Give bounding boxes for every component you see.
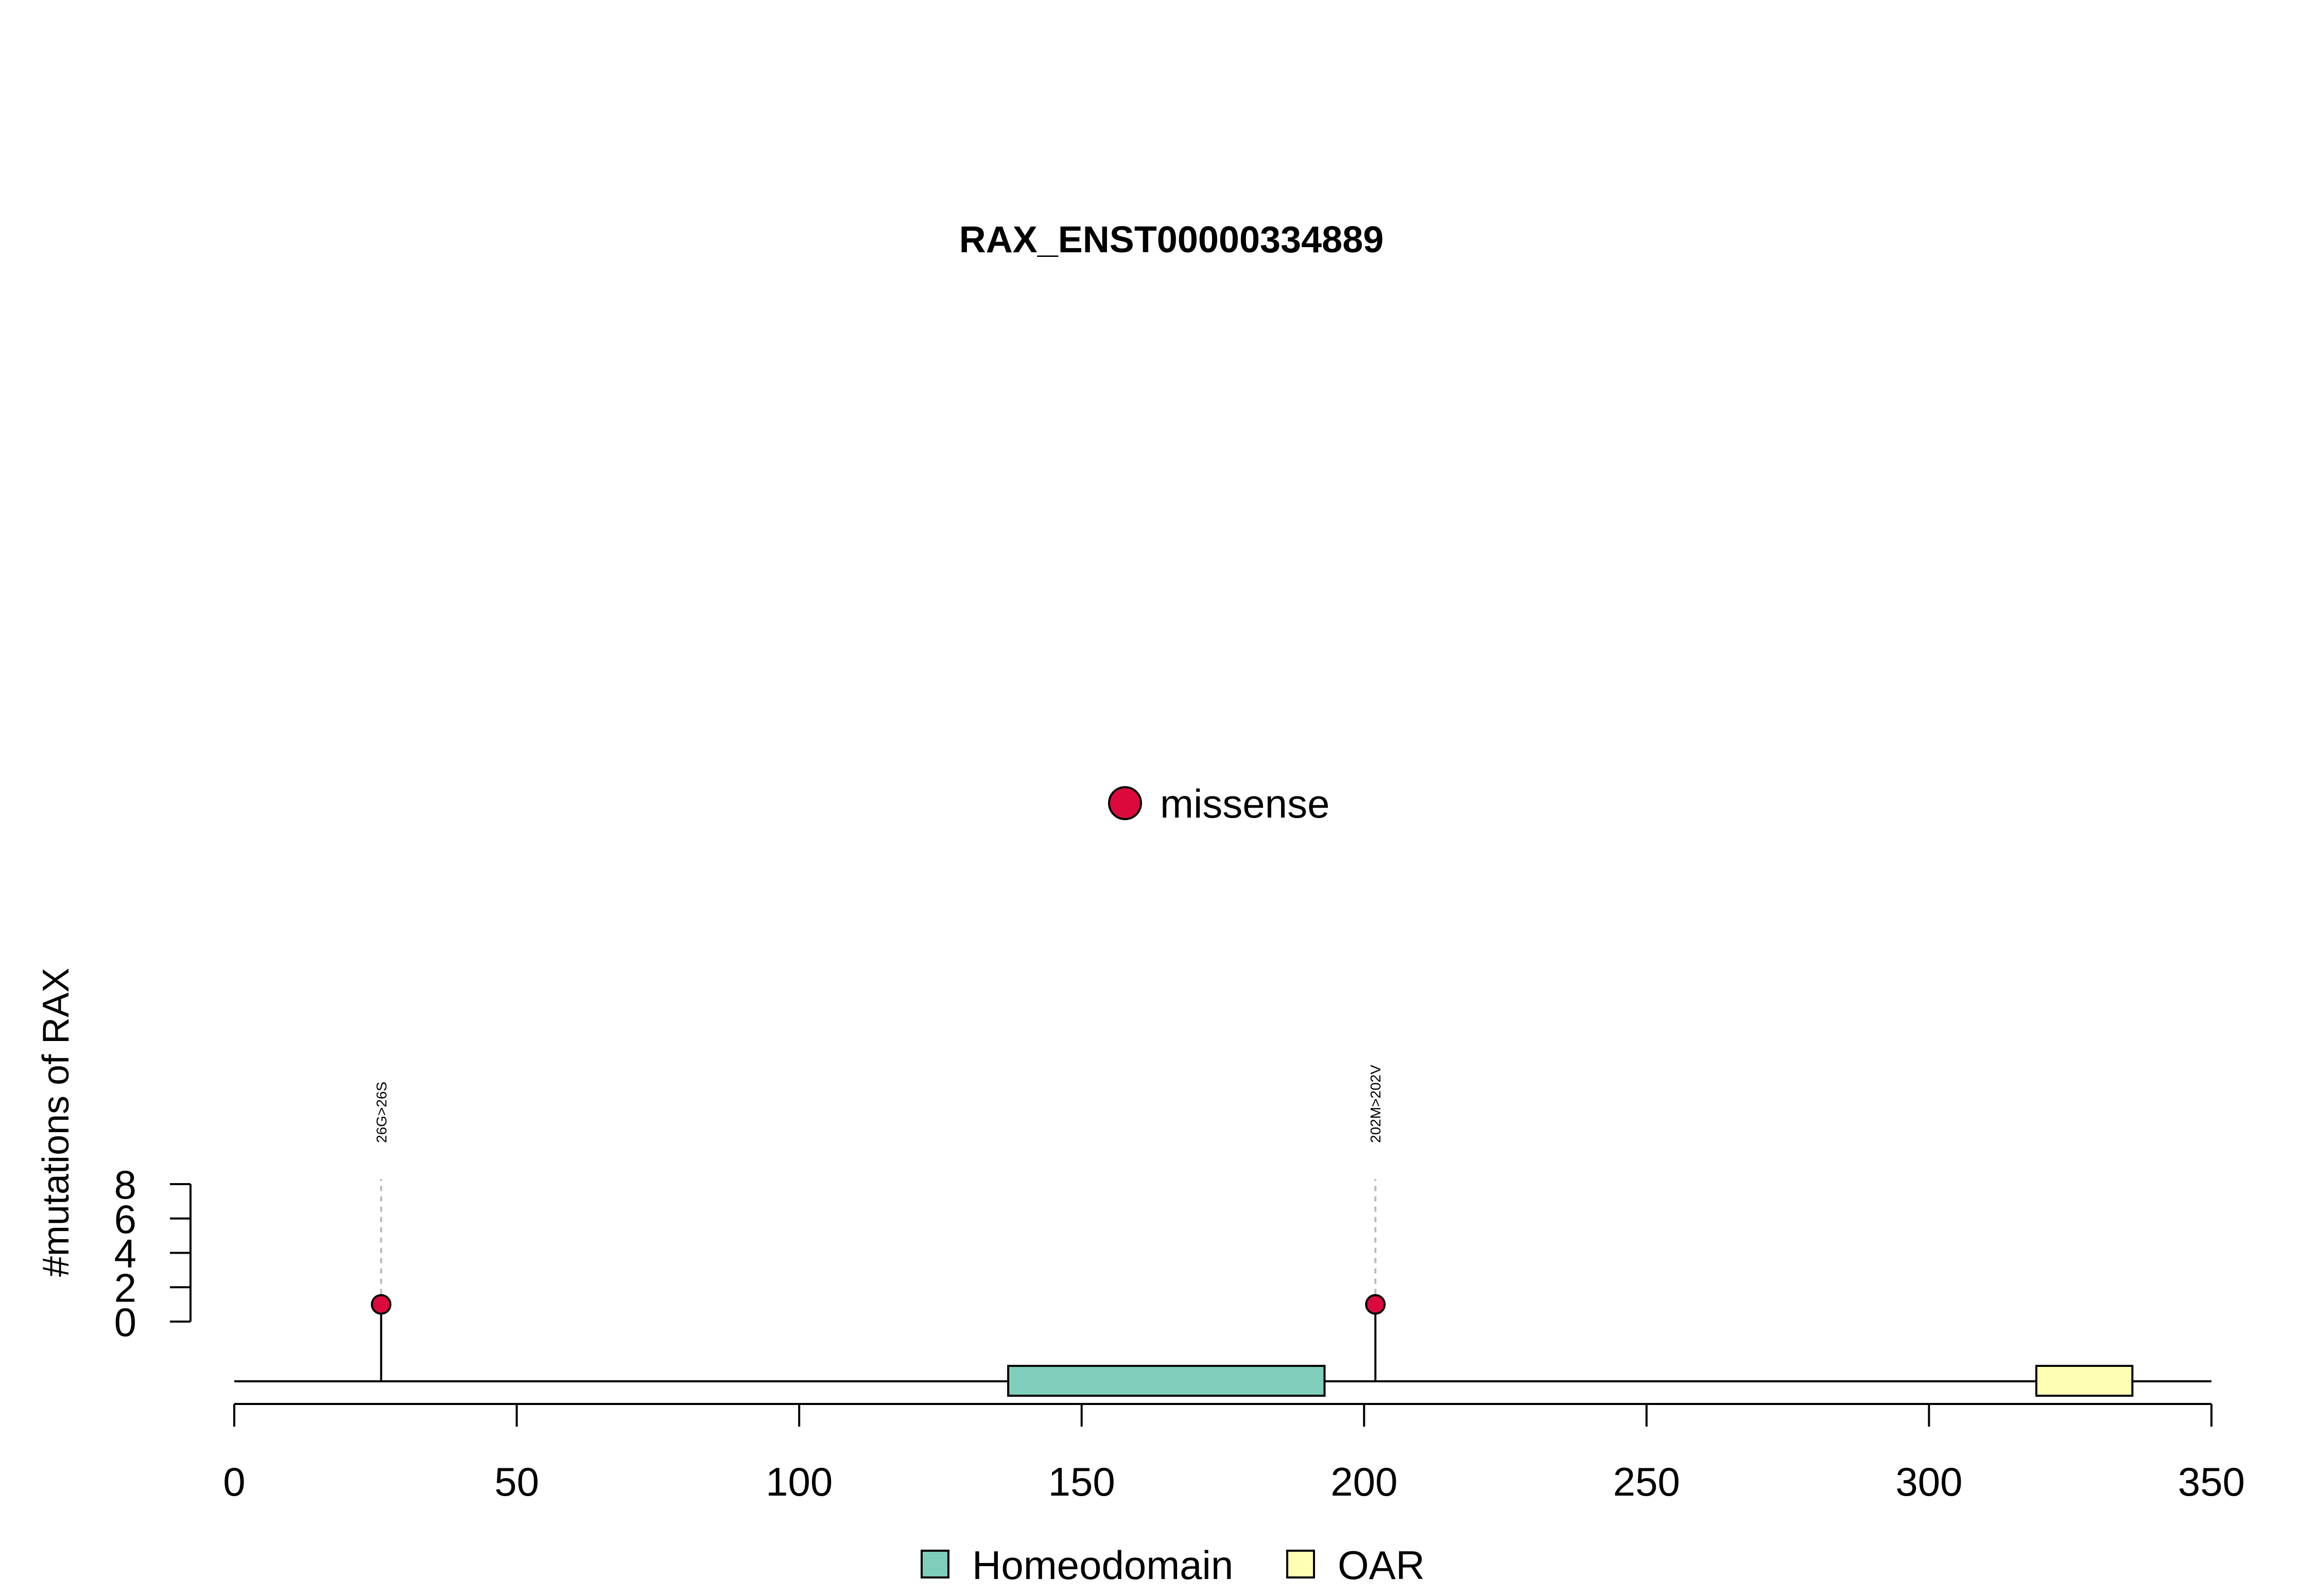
x-tick-label: 200 [1330, 1459, 1397, 1504]
missense-legend-label: missense [1160, 781, 1329, 826]
y-axis-label: #mutations of RAX [36, 968, 77, 1277]
mutation-label: 202M>202V [1368, 1065, 1384, 1143]
mutation-label: 26G>26S [373, 1082, 389, 1143]
x-tick-label: 0 [223, 1459, 245, 1504]
chart-title: RAX_ENST00000334889 [959, 219, 1384, 261]
y-tick-label: 8 [114, 1162, 136, 1207]
y-tick-label: 0 [114, 1299, 136, 1345]
mutation-legend: missense [1108, 781, 1329, 826]
legend-label-oar: OAR [1338, 1542, 1425, 1588]
x-tick-label: 300 [1895, 1459, 1962, 1504]
legend-label-homeodomain: Homeodomain [972, 1542, 1233, 1588]
legend-swatch-oar [1286, 1550, 1315, 1578]
domain-legend: Homeodomain OAR [921, 1542, 1425, 1588]
y-tick-label: 6 [114, 1196, 136, 1242]
missense-legend-dot [1108, 786, 1142, 820]
x-tick-label: 100 [766, 1459, 833, 1504]
x-tick-label: 250 [1613, 1459, 1680, 1504]
legend-swatch-homeodomain [921, 1550, 949, 1578]
y-tick-label: 4 [114, 1231, 136, 1276]
domain-oar [2035, 1365, 2134, 1397]
x-tick-label: 150 [1048, 1459, 1115, 1504]
mutation-dot [371, 1294, 392, 1315]
mutation-layer: 26G>26S 202M>202V [371, 1065, 1386, 1381]
x-tick-label: 350 [2178, 1459, 2245, 1504]
domain-homeodomain [1007, 1365, 1326, 1397]
x-tick-label: 50 [494, 1459, 539, 1504]
domain-layer [1007, 1365, 2134, 1397]
mutation-dot [1365, 1294, 1386, 1315]
y-tick-label: 2 [114, 1265, 136, 1310]
x-axis: 0 50 100 150 200 250 300 350 [223, 1403, 2245, 1504]
